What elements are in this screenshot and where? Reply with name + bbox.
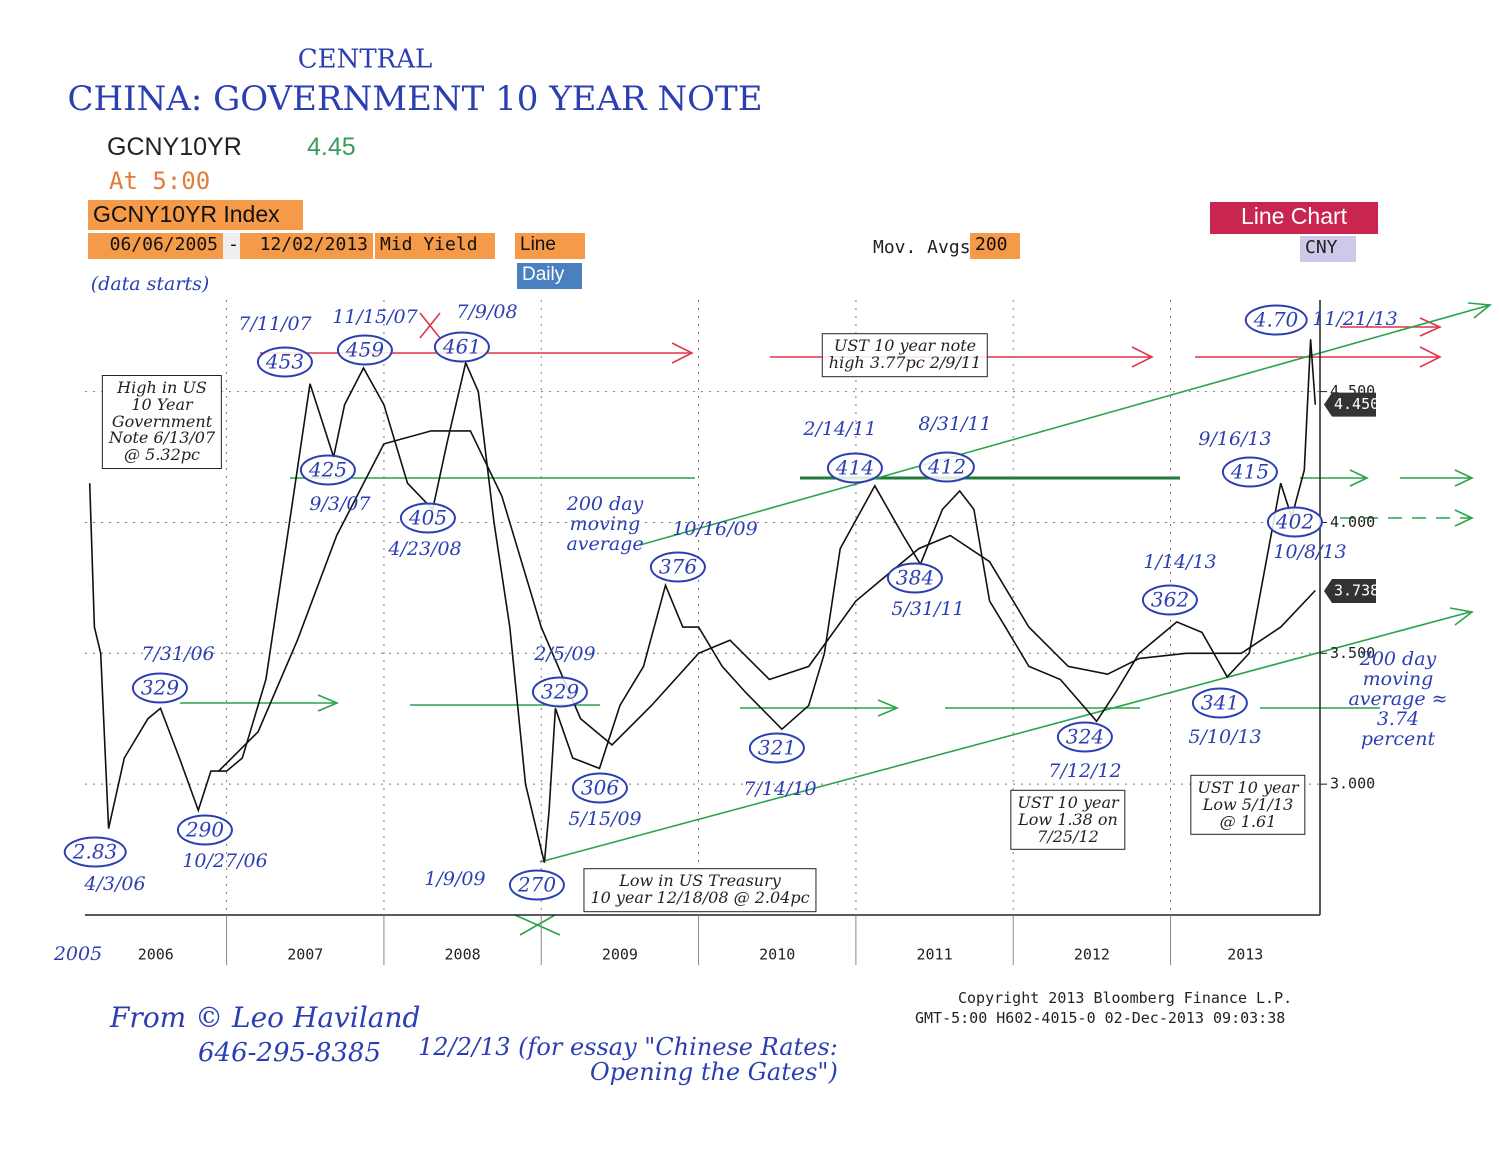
x-tick-label: 2009 xyxy=(602,946,638,964)
annotation: 414 xyxy=(826,452,884,484)
annotation: 11/21/13 xyxy=(1312,308,1398,331)
annotation: 200 day moving average xyxy=(566,493,644,555)
annotation: 2/14/11 xyxy=(803,418,877,441)
annotation: 8/31/11 xyxy=(918,413,992,436)
toolbar-ticker: GCNY10YR xyxy=(107,133,242,161)
x-tick-label: 2007 xyxy=(287,946,323,964)
toolbar-currency: CNY xyxy=(1300,236,1356,262)
toolbar-last: 4.45 xyxy=(307,133,356,161)
toolbar-dash: - xyxy=(223,233,244,259)
annotation: 11/15/07 xyxy=(332,306,418,329)
series-line xyxy=(218,430,1316,772)
annotation: 425 xyxy=(299,454,357,486)
annotation: 5/15/09 xyxy=(568,808,642,831)
annotation: 405 xyxy=(399,502,457,534)
annotation: 412 xyxy=(918,451,976,483)
annotation: 2/5/09 xyxy=(534,643,596,666)
annotation: 5/31/11 xyxy=(891,598,965,621)
annotation: 9/16/13 xyxy=(1198,428,1272,451)
annotation: 415 xyxy=(1221,456,1279,488)
toolbar-end-date: 12/02/2013 xyxy=(240,233,373,259)
annotation: 384 xyxy=(886,562,944,594)
annotation: 306 xyxy=(571,772,629,804)
toolbar-start-date: 06/06/2005 xyxy=(88,233,223,259)
annotation: 402 xyxy=(1266,506,1324,538)
annotation: 4.70 xyxy=(1244,304,1308,336)
annotation: UST 10 year Low 1.38 on 7/25/12 xyxy=(1010,789,1126,851)
toolbar-mov-avgs: 200 xyxy=(970,233,1020,259)
annotation: 4/23/08 xyxy=(388,538,462,561)
annotation: 341 xyxy=(1191,687,1249,719)
x-tick-label: 2008 xyxy=(445,946,481,964)
annotation: 2005 xyxy=(53,943,103,966)
annotation: 7/14/10 xyxy=(743,778,817,801)
footer-stamp: GMT-5:00 H602-4015-0 02-Dec-2013 09:03:3… xyxy=(915,1009,1286,1027)
annotation: 1/9/09 xyxy=(424,868,486,891)
annotation: (data starts) xyxy=(90,273,210,296)
annotation: 376 xyxy=(649,551,707,583)
toolbar-field: Mid Yield xyxy=(375,233,495,259)
annotation: 10/27/06 xyxy=(182,850,268,873)
x-tick-label: 2012 xyxy=(1074,946,1110,964)
signature-author: From © Leo Haviland xyxy=(110,1001,421,1034)
annotation: 461 xyxy=(433,331,491,363)
annotation: 7/12/12 xyxy=(1048,760,1122,783)
toolbar-security: GCNY10YR Index xyxy=(88,200,303,230)
price-tag xyxy=(1324,392,1376,417)
annotation: 290 xyxy=(176,814,234,846)
annotation: Low in US Treasury 10 year 12/18/08 @ 2.… xyxy=(583,868,817,912)
series-line xyxy=(88,339,1317,863)
toolbar-mov-avgs-label: Mov. Avgs xyxy=(873,237,971,258)
price-tag-label: 4.450 xyxy=(1334,395,1379,413)
annotation: 321 xyxy=(748,732,806,764)
annotation: 7/9/08 xyxy=(456,301,518,324)
y-tick-label: 3.500 xyxy=(1330,644,1375,662)
toolbar-style: Line xyxy=(515,233,585,259)
chart-title: CHINA: GOVERNMENT 10 YEAR NOTE xyxy=(67,79,763,120)
footer-copyright: Copyright 2013 Bloomberg Finance L.P. xyxy=(958,989,1293,1007)
annotation: 329 xyxy=(531,676,589,708)
title-insert: CENTRAL xyxy=(297,44,433,75)
annotation: 10/16/09 xyxy=(672,518,758,541)
x-tick-label: 2006 xyxy=(138,946,174,964)
price-tag xyxy=(1324,579,1376,604)
annotation: 453 xyxy=(256,346,314,378)
x-tick-label: 2011 xyxy=(916,946,952,964)
x-tick-label: 2013 xyxy=(1227,946,1263,964)
arrows xyxy=(180,302,1493,936)
annotation: 329 xyxy=(131,672,189,704)
annotation: 7/31/06 xyxy=(141,643,215,666)
x-tick-label: 2010 xyxy=(759,946,795,964)
toolbar-time: At 5:00 xyxy=(109,167,211,195)
y-tick-label: 3.000 xyxy=(1330,775,1375,793)
toolbar-period: Daily xyxy=(517,263,582,289)
annotation: 1/14/13 xyxy=(1143,551,1217,574)
price-tag-label: 3.738 xyxy=(1334,582,1379,600)
annotation: 459 xyxy=(336,334,394,366)
annotation: 5/10/13 xyxy=(1188,726,1262,749)
annotation: 362 xyxy=(1141,584,1199,616)
y-tick-label: 4.000 xyxy=(1330,513,1375,531)
annotation: 4/3/06 xyxy=(84,873,146,896)
annotation: 7/11/07 xyxy=(238,313,312,336)
signature-note: 12/2/13 (for essay "Chinese Rates: Openi… xyxy=(418,1033,838,1087)
annotation: 2.83 xyxy=(63,836,127,868)
annotation: 200 day moving average ≈ 3.74 percent xyxy=(1348,648,1448,750)
annotation: UST 10 year Low 5/1/13 @ 1.61 xyxy=(1190,774,1306,836)
annotation: 324 xyxy=(1056,721,1114,753)
annotation: High in US 10 Year Government Note 6/13/… xyxy=(101,375,223,469)
annotation: 270 xyxy=(508,869,566,901)
annotation: UST 10 year note high 3.77pc 2/9/11 xyxy=(821,333,989,377)
annotation: 10/8/13 xyxy=(1273,541,1347,564)
signature-phone: 646-295-8385 xyxy=(198,1038,381,1068)
annotation: 9/3/07 xyxy=(309,493,371,516)
toolbar-chart-type: Line Chart xyxy=(1210,202,1378,234)
